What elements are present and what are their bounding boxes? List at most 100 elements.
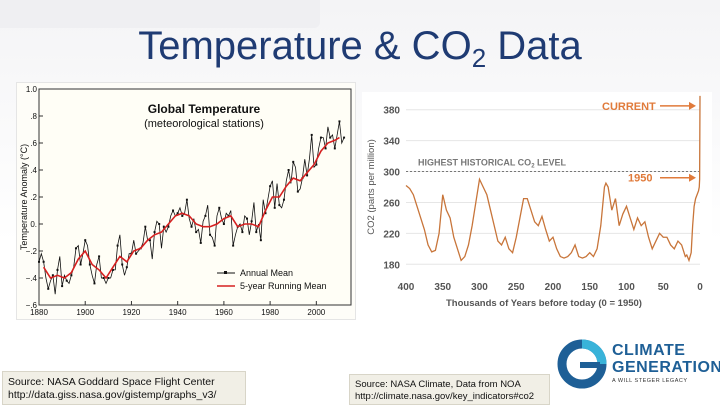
temp-annual-mean-point	[213, 244, 216, 247]
temp-annual-mean-point	[296, 190, 299, 193]
temp-annual-mean-point	[222, 223, 225, 225]
temp-x-tick-label: 1900	[76, 308, 94, 317]
temp-annual-mean-point	[218, 206, 221, 209]
temp-y-tick-label: −.6	[26, 301, 38, 310]
co2-y-tick-label: 180	[383, 260, 400, 271]
temp-annual-mean-point	[273, 206, 276, 209]
logo-line2: GENERATION	[612, 359, 720, 376]
temp-annual-mean-point	[204, 214, 207, 217]
co2-chart: 180 220 260 300 340 380 400 350 300 250 200 150 100 5…	[366, 95, 703, 309]
temp-annual-mean-point	[190, 225, 193, 228]
temp-annual-mean-point	[153, 231, 156, 234]
co2-x-axis-label: Thousands of Years before today (0 = 195…	[446, 298, 642, 309]
temp-annual-mean-point	[250, 220, 253, 223]
temp-annual-mean-point	[227, 214, 230, 217]
source-caption-right: Source: NASA Climate, Data from NOA http…	[349, 374, 550, 405]
temp-y-tick-label: 1.0	[26, 85, 38, 94]
temp-annual-mean-point	[259, 239, 262, 242]
temp-legend-annual-marker	[224, 271, 227, 274]
temp-annual-mean-point	[246, 217, 248, 220]
temp-annual-mean-point	[241, 231, 244, 234]
temp-annual-mean-point	[195, 231, 198, 234]
temp-y-tick-label: .6	[30, 139, 37, 148]
temp-annual-mean-point	[135, 252, 138, 255]
temp-annual-mean-point	[333, 147, 336, 150]
temp-annual-mean-point	[121, 263, 124, 266]
temp-annual-mean-point	[269, 185, 272, 188]
temp-annual-mean-point	[158, 223, 161, 225]
temp-y-tick-label: .2	[30, 193, 37, 202]
header-decoration	[0, 0, 320, 28]
temp-annual-mean-point	[199, 241, 202, 244]
temp-annual-mean-point	[38, 260, 40, 263]
temp-chart-title: Global Temperature	[148, 102, 261, 116]
temp-y-tick-label: .4	[30, 166, 37, 175]
co2-y-tick-label: 340	[383, 137, 400, 148]
temp-x-tick-label: 1880	[30, 308, 48, 317]
temp-annual-mean-point	[167, 225, 170, 228]
temp-chart-subtitle: (meteorological stations)	[144, 118, 264, 130]
temp-annual-mean-point	[172, 209, 175, 212]
co2-x-tick-label: 0	[697, 282, 703, 293]
co2-x-tick-label: 50	[658, 282, 670, 293]
temp-annual-mean-point	[181, 214, 184, 217]
temp-x-tick-label: 1980	[261, 308, 279, 317]
source-right-line1: Source: NASA Climate, Data from NOA	[355, 379, 521, 390]
temp-annual-mean-point	[116, 244, 119, 247]
co2-highest-tail: LEVEL	[535, 158, 567, 168]
temp-y-tick-label: −.2	[26, 247, 38, 256]
co2-1950-arrow-head	[689, 173, 696, 182]
co2-x-tick-label: 300	[471, 282, 488, 293]
temp-annual-mean-point	[162, 225, 165, 228]
logo-text: CLIMATE GENERATION	[612, 342, 720, 376]
co2-y-tick-label: 300	[383, 168, 400, 179]
temp-annual-mean-point	[56, 268, 59, 271]
temp-annual-mean-point	[70, 274, 73, 277]
co2-y-tick-label: 380	[383, 106, 400, 117]
temp-annual-mean-point	[51, 274, 54, 277]
co2-x-tick-label: 400	[398, 282, 415, 293]
temp-annual-mean-point	[310, 133, 313, 136]
temp-x-tick-label: 2000	[307, 308, 325, 317]
temp-annual-mean-point	[107, 277, 110, 279]
temp-annual-mean-point	[42, 260, 45, 263]
co2-chart-panel: 180 220 260 300 340 380 400 350 300 250 200 150 100 5…	[362, 92, 712, 314]
temp-annual-mean-point	[287, 169, 290, 171]
climate-generation-logo[interactable]: CLIMATE GENERATION A WILL STEGER LEGACY	[556, 338, 720, 392]
source-left-line2[interactable]: http://data.giss.nasa.gov/gistemp/graphs…	[8, 389, 217, 401]
co2-highest-historical-label: HIGHEST HISTORICAL CO2 LEVEL	[418, 158, 567, 170]
temp-x-tick-label: 1940	[169, 308, 187, 317]
temp-annual-mean-point	[282, 198, 285, 201]
logo-mark-icon	[557, 339, 607, 389]
temp-annual-mean-point	[264, 212, 267, 215]
temp-annual-mean-point	[232, 244, 235, 247]
temp-annual-mean-point	[125, 266, 128, 269]
co2-x-tick-label: 100	[618, 282, 635, 293]
temp-annual-mean-point	[93, 282, 96, 285]
temp-y-tick-label: .8	[30, 112, 37, 121]
temp-annual-mean-point	[306, 174, 309, 177]
slide-title: Temperature & CO2 Data	[0, 24, 720, 74]
temp-annual-mean-point	[79, 263, 82, 266]
co2-y-axis-label: CO2 (parts per million)	[366, 139, 377, 235]
source-right-line2[interactable]: http://climate.nasa.gov/key_indicators#c…	[355, 391, 535, 402]
co2-y-tick-label: 220	[383, 229, 400, 240]
co2-series-line	[405, 95, 701, 263]
co2-highest-sub: 2	[531, 164, 535, 170]
temp-annual-mean-point	[329, 136, 332, 139]
temp-annual-mean-point	[319, 136, 322, 139]
temp-annual-mean-point	[88, 263, 91, 266]
temp-running-mean-line	[42, 136, 340, 280]
temp-annual-mean-point	[61, 285, 64, 288]
co2-plot-area	[406, 102, 700, 272]
temp-annual-mean-point	[84, 239, 87, 242]
co2-current-arrow-head	[689, 101, 696, 110]
temp-annual-mean-point	[255, 231, 258, 234]
temp-y-tick-label: 0.	[30, 220, 37, 229]
temperature-chart-panel: −.6 −.4 −.2 0. .2 .4 .6 .8 1.0 1880 1900 1920 1940 19…	[16, 82, 356, 320]
co2-x-tick-label: 150	[581, 282, 598, 293]
co2-y-tick-label: 260	[383, 198, 400, 209]
temp-annual-mean-point	[111, 268, 114, 271]
temp-annual-mean-point	[338, 120, 341, 123]
co2-1950-label: 1950	[628, 173, 652, 185]
